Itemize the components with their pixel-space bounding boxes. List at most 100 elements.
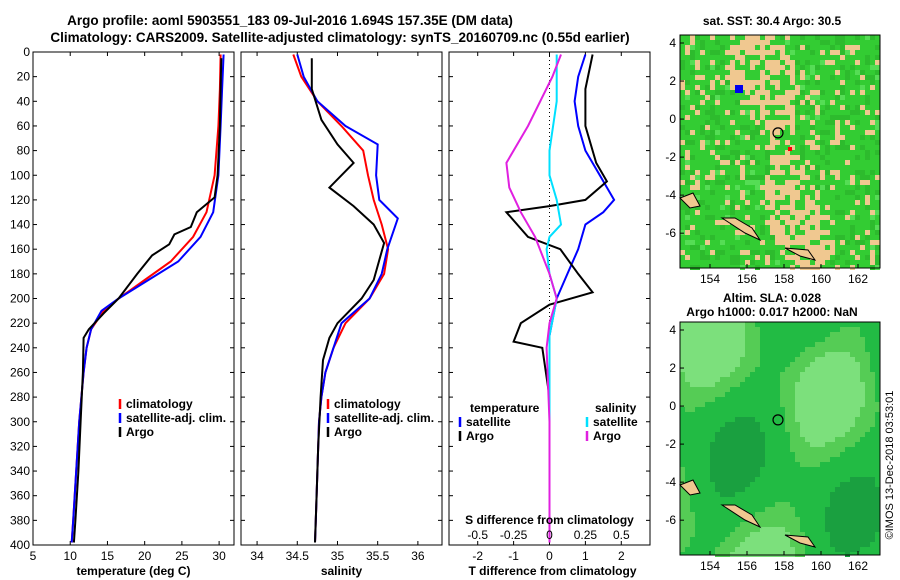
map-cell	[730, 352, 735, 357]
map-cell	[770, 70, 775, 75]
y-tick-label: 300	[10, 415, 30, 429]
map-cell	[725, 140, 730, 145]
map-cell	[790, 155, 795, 160]
map-cell	[795, 412, 800, 417]
map-cell	[850, 422, 855, 427]
map-cell	[745, 532, 750, 537]
map-cell	[680, 502, 685, 507]
map-cell	[790, 382, 795, 387]
map-cell	[850, 145, 855, 150]
map-cell	[860, 492, 865, 497]
map-cell	[860, 357, 865, 362]
map-cell	[840, 497, 845, 502]
map-cell	[725, 457, 730, 462]
map-cell	[790, 402, 795, 407]
map-cell	[835, 522, 840, 527]
map-cell	[825, 507, 830, 512]
map-cell	[745, 522, 750, 527]
map-cell	[860, 537, 865, 542]
map-cell	[845, 180, 850, 185]
map-cell	[825, 527, 830, 532]
map-cell	[825, 205, 830, 210]
map-cell	[720, 155, 725, 160]
map-cell	[875, 240, 880, 245]
map-cell	[765, 100, 770, 105]
map-cell	[790, 377, 795, 382]
map-cell	[790, 412, 795, 417]
map-cell	[730, 245, 735, 250]
map-cell	[685, 215, 690, 220]
map-cell	[800, 547, 805, 552]
map-cell	[735, 442, 740, 447]
map-cell	[820, 442, 825, 447]
map-cell	[740, 442, 745, 447]
map-cell	[740, 165, 745, 170]
map-cell	[780, 512, 785, 517]
map-cell	[750, 155, 755, 160]
map-cell	[775, 165, 780, 170]
map-cell	[715, 120, 720, 125]
map-cell	[785, 150, 790, 155]
map-cell	[810, 65, 815, 70]
map-cell	[765, 65, 770, 70]
map-cell	[695, 387, 700, 392]
map-cell	[730, 372, 735, 377]
map-cell	[840, 342, 845, 347]
map-cell	[705, 392, 710, 397]
map-y-tick-label: 2	[669, 74, 676, 88]
map-cell	[730, 482, 735, 487]
map-cell	[780, 120, 785, 125]
map-cell	[870, 245, 875, 250]
map-cell	[770, 155, 775, 160]
map-cell	[735, 185, 740, 190]
map-cell	[835, 422, 840, 427]
map-cell	[735, 100, 740, 105]
map-cell	[810, 50, 815, 55]
map-cell	[865, 35, 870, 40]
map-cell	[795, 45, 800, 50]
map-cell	[800, 427, 805, 432]
map-cell	[800, 532, 805, 537]
map-cell	[725, 357, 730, 362]
map-cell	[875, 65, 880, 70]
map-cell	[825, 255, 830, 260]
map-cell	[860, 180, 865, 185]
map-cell	[770, 522, 775, 527]
map-cell	[695, 90, 700, 95]
map-cell	[860, 377, 865, 382]
map-cell	[740, 422, 745, 427]
map-cell	[865, 502, 870, 507]
map-cell	[715, 140, 720, 145]
map-cell	[785, 220, 790, 225]
map-cell	[875, 517, 880, 522]
map-cell	[855, 482, 860, 487]
map-cell	[785, 537, 790, 542]
map-cell	[815, 105, 820, 110]
map-cell	[730, 75, 735, 80]
map-cell	[730, 467, 735, 472]
map-cell	[755, 447, 760, 452]
map-cell	[700, 357, 705, 362]
map-cell	[850, 342, 855, 347]
map-cell	[730, 135, 735, 140]
map-cell	[710, 327, 715, 332]
map-cell	[870, 255, 875, 260]
map-cell	[850, 427, 855, 432]
map-cell	[725, 85, 730, 90]
map-cell	[830, 332, 835, 337]
map-cell	[765, 185, 770, 190]
map-cell	[815, 427, 820, 432]
map-cell	[860, 367, 865, 372]
map-cell	[745, 180, 750, 185]
map-cell	[870, 120, 875, 125]
map-cell	[790, 427, 795, 432]
map-cell	[735, 205, 740, 210]
map-cell	[720, 160, 725, 165]
map-cell	[695, 35, 700, 40]
map-cell	[785, 517, 790, 522]
map-cell	[780, 170, 785, 175]
map-cell	[840, 65, 845, 70]
map-cell	[695, 372, 700, 377]
map-y-tick-label: -2	[665, 150, 676, 164]
map-cell	[720, 180, 725, 185]
